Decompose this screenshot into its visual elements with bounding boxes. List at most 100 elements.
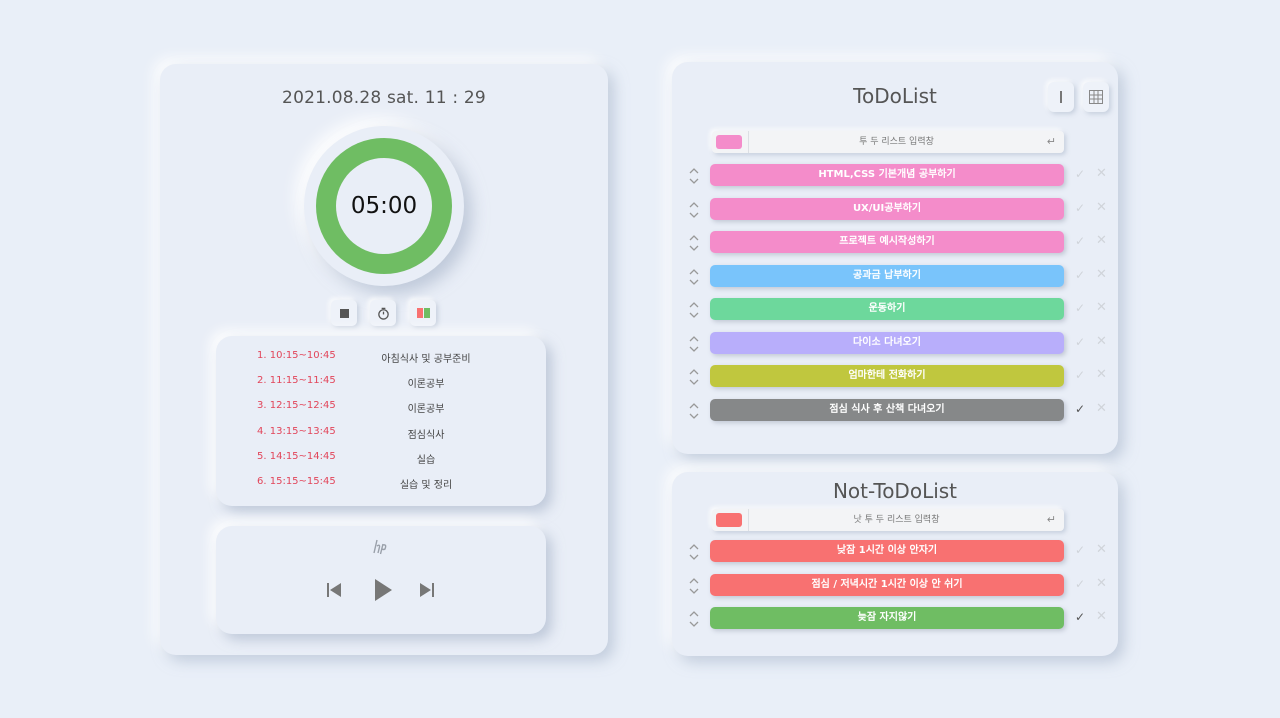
- schedule-item: 6. 15:15~15:45 실습 및 정리: [216, 476, 546, 492]
- check-icon[interactable]: ✓: [1075, 576, 1086, 591]
- check-icon[interactable]: ✓: [1075, 401, 1086, 416]
- list-item: 다이소 다녀오기 ✓ ✕: [672, 331, 1118, 356]
- divider: [748, 509, 749, 531]
- delete-icon[interactable]: ✕: [1096, 266, 1107, 282]
- item-label[interactable]: 운동하기: [710, 298, 1064, 320]
- item-label[interactable]: HTML,CSS 기본개념 공부하기: [710, 164, 1064, 186]
- schedule-time: 3. 12:15~12:45: [257, 400, 336, 411]
- schedule-task: 아침식사 및 공부준비: [381, 354, 471, 365]
- delete-icon[interactable]: ✕: [1096, 542, 1107, 557]
- timer-dial[interactable]: 05:00: [304, 126, 464, 286]
- check-icon[interactable]: ✓: [1075, 200, 1086, 215]
- enter-icon[interactable]: ↵: [1046, 513, 1056, 526]
- timer-value: 05:00: [350, 193, 418, 219]
- list-item: 운동하기 ✓ ✕: [672, 298, 1118, 322]
- check-icon[interactable]: ✓: [1075, 267, 1086, 282]
- schedule-task: 이론공부: [407, 404, 445, 415]
- item-label[interactable]: UX/UI공부하기: [710, 197, 1064, 220]
- todo-color-swatch[interactable]: [716, 135, 742, 149]
- drag-handle-icon[interactable]: [687, 200, 701, 220]
- check-icon[interactable]: ✓: [1075, 301, 1086, 315]
- music-player: [216, 526, 546, 634]
- drag-handle-icon[interactable]: [687, 367, 701, 387]
- schedule-item: 1. 10:15~10:45 아침식사 및 공부준비: [216, 350, 546, 366]
- item-label[interactable]: 늦잠 자지않기: [710, 607, 1064, 629]
- item-label[interactable]: 프로젝트 예시작성하기: [710, 231, 1064, 253]
- timer-panel: 2021.08.28 sat. 11 : 29 05:00 1. 10:15~1…: [160, 64, 608, 655]
- list-item: 프로젝트 예시작성하기 ✓ ✕: [672, 231, 1118, 255]
- drag-handle-icon[interactable]: [687, 576, 701, 596]
- drag-handle-icon[interactable]: [687, 233, 701, 253]
- not-todo-title: Not-ToDoList: [832, 479, 958, 503]
- check-icon[interactable]: ✓: [1075, 167, 1086, 181]
- enter-icon[interactable]: ↵: [1046, 135, 1056, 148]
- drag-handle-icon[interactable]: [687, 609, 701, 629]
- todo-title: ToDoList: [853, 84, 937, 108]
- schedule-task: 이론공부: [407, 379, 445, 390]
- todo-panel: ToDoList ↵ HTML,CSS 기본개념 공부하기✓✕UX/UI공부하기…: [672, 62, 1118, 454]
- stop-button[interactable]: [331, 300, 357, 326]
- play-icon[interactable]: [373, 578, 393, 602]
- item-label[interactable]: 다이소 다녀오기: [710, 331, 1064, 354]
- divider: [748, 131, 749, 153]
- delete-icon[interactable]: ✕: [1096, 233, 1107, 248]
- schedule-item: 5. 14:15~14:45 실습: [216, 451, 546, 467]
- timer-face: 05:00: [336, 158, 432, 254]
- check-icon[interactable]: ✓: [1075, 543, 1086, 557]
- list-item: HTML,CSS 기본개념 공부하기 ✓ ✕: [672, 164, 1118, 188]
- delete-icon[interactable]: ✕: [1096, 609, 1107, 624]
- schedule-time: 5. 14:15~14:45: [257, 451, 336, 462]
- schedule-time: 1. 10:15~10:45: [257, 350, 336, 361]
- skip-next-icon[interactable]: [419, 582, 435, 598]
- list-item: 점심 / 저녁시간 1시간 이상 안 쉬기 ✓ ✕: [672, 573, 1118, 598]
- todo-input[interactable]: [749, 131, 1044, 153]
- delete-icon[interactable]: ✕: [1096, 367, 1107, 382]
- delete-icon[interactable]: ✕: [1096, 199, 1107, 215]
- list-item: 점심 식사 후 산책 다녀오기 ✓ ✕: [672, 398, 1118, 423]
- list-item: 공과금 납부하기 ✓ ✕: [672, 264, 1118, 289]
- drag-handle-icon[interactable]: [687, 300, 701, 320]
- not-todo-input-row: ↵: [712, 509, 1064, 531]
- item-label[interactable]: 점심 식사 후 산책 다녀오기: [710, 398, 1064, 421]
- datetime: 2021.08.28 sat. 11 : 29: [282, 88, 486, 108]
- delete-icon[interactable]: ✕: [1096, 333, 1107, 349]
- list-item: 엄마한테 전화하기 ✓ ✕: [672, 365, 1118, 389]
- delete-icon[interactable]: ✕: [1096, 300, 1107, 315]
- item-label[interactable]: 엄마한테 전화하기: [710, 365, 1064, 387]
- skip-previous-icon[interactable]: [326, 582, 342, 598]
- item-label[interactable]: 낮잠 1시간 이상 안자기: [710, 540, 1064, 562]
- drag-handle-icon[interactable]: [687, 267, 701, 287]
- list-view-button[interactable]: [1048, 82, 1074, 112]
- grid-view-button[interactable]: [1083, 82, 1109, 112]
- delete-icon[interactable]: ✕: [1096, 166, 1107, 181]
- schedule-item: 4. 13:15~13:45 점심식사: [216, 426, 546, 442]
- color-bars-icon: [416, 308, 430, 318]
- check-icon[interactable]: ✓: [1075, 334, 1086, 349]
- schedule-time: 4. 13:15~13:45: [257, 426, 336, 437]
- schedule-item: 2. 11:15~11:45 이론공부: [216, 375, 546, 391]
- delete-icon[interactable]: ✕: [1096, 400, 1107, 416]
- delete-icon[interactable]: ✕: [1096, 575, 1107, 591]
- drag-handle-icon[interactable]: [687, 166, 701, 186]
- check-icon[interactable]: ✓: [1075, 610, 1086, 624]
- stopwatch-button[interactable]: [370, 300, 396, 326]
- schedule-task: 실습: [416, 455, 436, 466]
- list-item: 늦잠 자지않기 ✓ ✕: [672, 607, 1118, 631]
- list-item: UX/UI공부하기 ✓ ✕: [672, 197, 1118, 222]
- schedule-time: 6. 15:15~15:45: [257, 476, 336, 487]
- check-icon[interactable]: ✓: [1075, 368, 1086, 382]
- drag-handle-icon[interactable]: [687, 542, 701, 562]
- timer-progress-ring: 05:00: [316, 138, 452, 274]
- todo-input-row: ↵: [712, 131, 1064, 153]
- drag-handle-icon[interactable]: [687, 334, 701, 354]
- color-picker-button[interactable]: [410, 300, 436, 326]
- not-todo-color-swatch[interactable]: [716, 513, 742, 527]
- item-label[interactable]: 공과금 납부하기: [710, 264, 1064, 287]
- stop-icon: [339, 308, 349, 318]
- drag-handle-icon[interactable]: [687, 401, 701, 421]
- item-label[interactable]: 점심 / 저녁시간 1시간 이상 안 쉬기: [710, 573, 1064, 596]
- schedule-list: 1. 10:15~10:45 아침식사 및 공부준비 2. 11:15~11:4…: [216, 336, 546, 506]
- stopwatch-icon: [377, 307, 389, 320]
- check-icon[interactable]: ✓: [1075, 234, 1086, 248]
- not-todo-input[interactable]: [749, 509, 1044, 531]
